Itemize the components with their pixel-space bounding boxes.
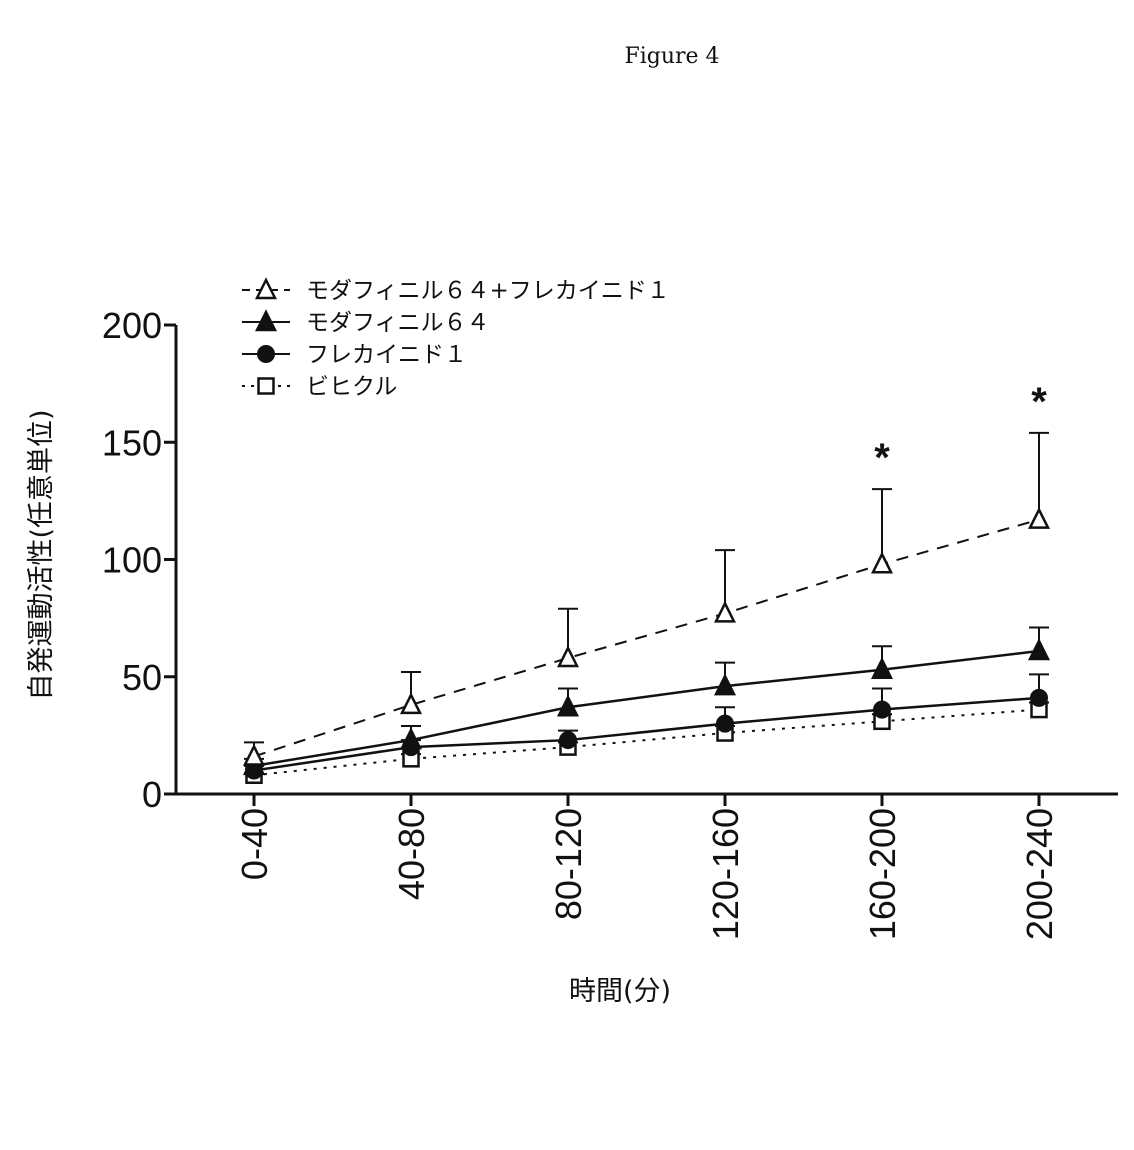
legend-marker [254,277,278,300]
chart-legend: モダフィニル６４+フレカイニド１ モダフィニル６４ フレカイニド１ ビヒクル [242,277,670,400]
data-point [399,692,423,715]
data-point [559,731,577,750]
data-point [242,743,266,766]
legend-label: モダフィニル６４+フレカイニド１ [306,278,670,304]
x-tick-label: 80-120 [548,808,589,920]
data-point [556,694,580,717]
series-line [253,649,1040,768]
data-point [713,673,737,696]
data-point [713,600,737,623]
y-tick-label: 200 [102,305,162,346]
data-point [556,645,580,668]
data-point [1027,638,1051,661]
y-tick-label: 50 [122,657,162,698]
series-group [242,626,1051,776]
series-group [244,700,1049,784]
significance-marker: * [1031,380,1047,424]
y-tick-label: 100 [102,540,162,581]
axis-labels: 自発運動活性(任意単位) 時間(分) * * [26,380,1047,1007]
series-line [253,518,1040,758]
y-axis-label: 自発運動活性(任意単位) [26,409,57,700]
figure-title: Figure 4 [624,44,720,69]
legend-item: モダフィニル６４+フレカイニド１ [242,277,670,304]
legend-item: モダフィニル６４ [242,309,490,336]
y-tick-label: 0 [142,774,162,815]
legend-label: ビヒクル [306,374,397,400]
series-layer [242,431,1051,784]
x-tick-label: 160-200 [862,808,903,940]
data-point [1030,688,1048,707]
chart-axes: 0 50 100 150 200 0-40 40-80 80-120 120-160 160-20… [102,305,1118,940]
significance-marker: * [874,436,890,480]
legend-marker [257,377,275,395]
legend-item: ビヒクル [242,374,397,400]
x-tick-label: 40-80 [391,808,432,900]
data-point [1027,506,1051,529]
x-tick-label: 0-40 [234,808,275,880]
data-point [870,551,894,574]
x-axis-label: 時間(分) [569,976,671,1007]
x-tick-label: 120-160 [705,808,746,940]
data-point [870,656,894,679]
legend-label: フレカイニド１ [306,342,467,368]
legend-marker [257,345,275,363]
legend-label: モダフィニル６４ [306,310,490,336]
series-line [253,708,1040,777]
legend-marker [254,309,278,332]
y-tick-label: 150 [102,422,162,463]
series-group [242,431,1051,766]
legend-item: フレカイニド１ [242,342,467,368]
x-tick-label: 200-240 [1019,808,1060,940]
series-line [253,696,1040,772]
data-point [399,727,423,750]
data-point [873,700,891,719]
data-point [716,714,734,733]
